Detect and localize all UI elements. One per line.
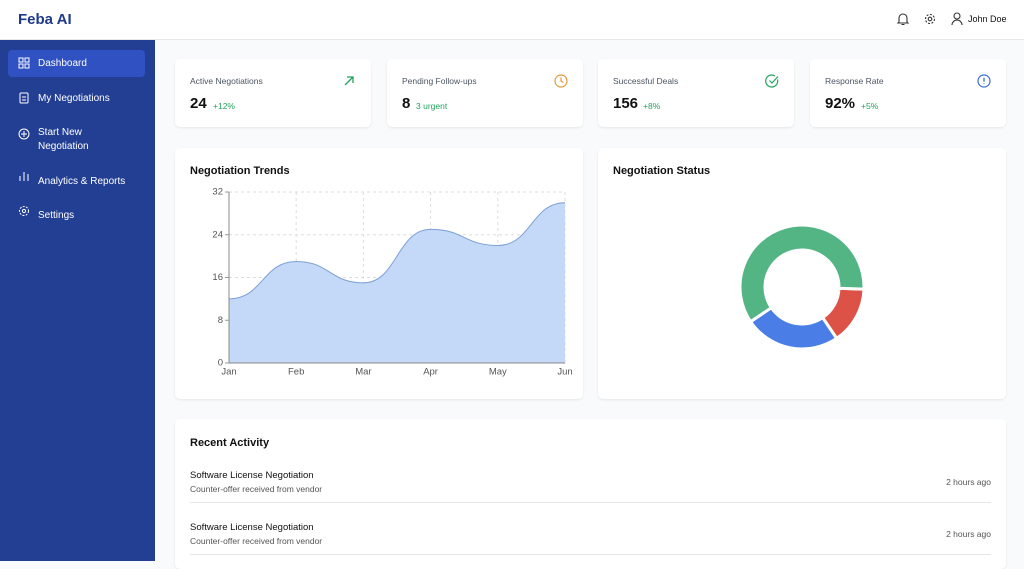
stat-delta: +12% [213, 101, 235, 111]
x-tick-label: Feb [288, 367, 304, 378]
activity-time: 2 hours ago [946, 529, 991, 539]
stat-label: Response Rate [825, 76, 884, 86]
user-name[interactable]: John Doe [968, 14, 1007, 24]
nav-icons [18, 57, 30, 216]
activity-title-text: Software License Negotiation [190, 522, 314, 533]
nav-item[interactable]: Dashboard [8, 50, 145, 77]
x-tick-label: Jan [221, 367, 236, 378]
doughnut-chart [738, 223, 866, 351]
area-chart: 0 8 16 24 32 Jan Feb Mar Apr May Jun [212, 187, 572, 378]
nav-item[interactable]: My Negotiations [8, 85, 145, 112]
chart-title: Negotiation Trends [190, 165, 290, 177]
nav-item[interactable]: Settings [8, 202, 145, 229]
activity-title: Recent Activity [190, 437, 270, 449]
settings-icon[interactable] [923, 12, 937, 26]
brand[interactable]: Feba AI [18, 11, 72, 28]
stat-label: Successful Deals [613, 76, 679, 86]
nav-label: Dashboard [38, 58, 87, 69]
x-tick-label: Jun [557, 367, 572, 378]
user-icon[interactable] [951, 12, 963, 26]
chart-card: Negotiation Trends 0 8 16 24 32 Jan Feb Mar Apr M… [175, 148, 583, 399]
stat-label: Pending Follow-ups [402, 76, 477, 86]
activity-subtitle: Counter-offer received from vendor [190, 536, 323, 546]
stat-value: 24 [190, 95, 207, 112]
stat-value: 92% [825, 95, 856, 112]
x-tick-label: May [489, 367, 507, 378]
activity-title-text: Software License Negotiation [190, 470, 314, 481]
nav-label: Settings [38, 210, 75, 221]
y-tick-label: 32 [212, 187, 223, 198]
stat-card: Response Rate 92% +5% [810, 59, 1006, 127]
chart-title: Negotiation Status [613, 165, 711, 177]
header: Feba AI John Doe [0, 0, 1024, 40]
line [228, 202, 566, 300]
nav-item[interactable]: Analytics & Reports [8, 168, 145, 195]
nav-label: Start New Negotiation [38, 127, 89, 152]
stat-value: 8 [402, 95, 411, 112]
stat-delta: +5% [861, 101, 879, 111]
stat-delta: 3 urgent [416, 101, 448, 111]
y-tick-label: 24 [212, 229, 223, 240]
stat-value: 156 [613, 95, 639, 112]
sidebar: Dashboard My Negotiations Start New Nego… [0, 40, 155, 561]
stat-icon [765, 74, 779, 88]
divider [190, 554, 991, 555]
stat-card: Pending Follow-ups 8 3 urgent [387, 59, 583, 127]
nav-item[interactable]: Start New Negotiation [8, 124, 108, 156]
chart-card: Negotiation Status [598, 148, 1006, 399]
stat-label: Active Negotiations [190, 76, 263, 86]
x-tick-label: Apr [423, 367, 438, 378]
stat-icon [554, 74, 568, 88]
nav-label: My Negotiations [38, 93, 110, 104]
y-tick-label: 16 [212, 272, 223, 283]
stat-delta: +8% [643, 101, 661, 111]
nav-label: Analytics & Reports [38, 176, 126, 187]
notifications-icon[interactable] [896, 12, 910, 26]
x-tick-label: Mar [355, 367, 371, 378]
stat-card: Successful Deals 156 +8% [598, 59, 794, 127]
stat-icon [977, 74, 991, 88]
doughnut-segment [738, 223, 866, 324]
y-tick-label: 0 [218, 358, 223, 369]
stat-icon [344, 76, 354, 86]
activity-subtitle: Counter-offer received from vendor [190, 484, 323, 494]
divider [190, 502, 991, 503]
activity-time: 2 hours ago [946, 477, 991, 487]
activity-card: Recent Activity Software License Negotia… [175, 419, 1006, 569]
area-fill [229, 202, 565, 363]
y-tick-label: 8 [218, 315, 223, 326]
stat-card: Active Negotiations 24 +12% [175, 59, 371, 127]
